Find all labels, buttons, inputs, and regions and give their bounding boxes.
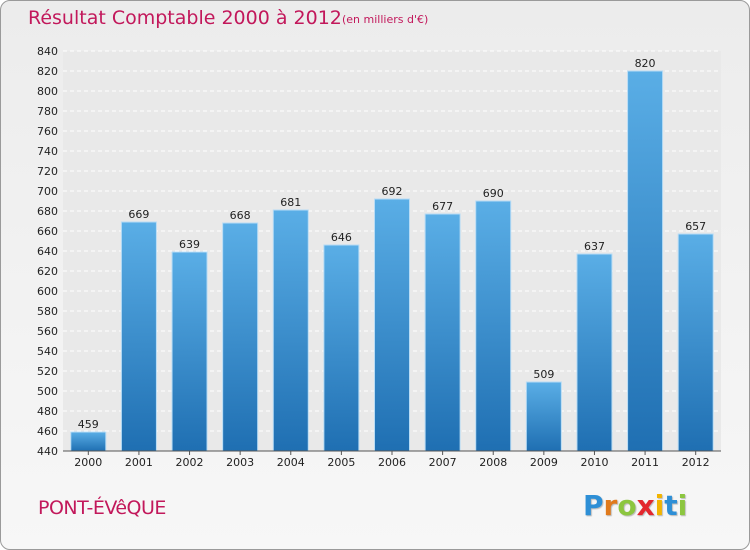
bar-2012 xyxy=(677,233,714,452)
logo-letter: x xyxy=(636,489,655,522)
y-tick-label: 620 xyxy=(37,265,58,278)
x-tick-label: 2000 xyxy=(74,456,102,469)
x-tick-label: 2010 xyxy=(580,456,608,469)
x-tick-label: 2001 xyxy=(125,456,153,469)
y-tick-label: 640 xyxy=(37,245,58,258)
y-tick-label: 720 xyxy=(37,165,58,178)
bar-2003 xyxy=(222,222,259,452)
bar-2001 xyxy=(120,221,157,452)
data-label-2011: 820 xyxy=(635,57,656,70)
bar-2006 xyxy=(374,198,410,452)
x-tick-label: 2011 xyxy=(631,456,659,469)
x-tick-label: 2012 xyxy=(682,456,710,469)
bar-2008 xyxy=(475,200,512,452)
data-label-2001: 669 xyxy=(128,208,149,221)
bar-2007 xyxy=(424,213,461,452)
data-label-2012: 657 xyxy=(685,220,706,233)
data-label-2003: 668 xyxy=(230,209,251,222)
y-tick-label: 440 xyxy=(37,445,58,458)
data-label-2007: 677 xyxy=(432,200,453,213)
y-tick-label: 500 xyxy=(37,385,58,398)
y-tick-label: 520 xyxy=(37,365,58,378)
bar-2009 xyxy=(525,381,562,452)
y-tick-label: 760 xyxy=(37,125,58,138)
data-label-2005: 646 xyxy=(331,231,352,244)
bar-2002 xyxy=(171,251,208,452)
y-tick-label: 840 xyxy=(37,45,58,58)
logo-letter: t xyxy=(664,489,678,522)
y-tick-label: 680 xyxy=(37,205,58,218)
y-tick-label: 700 xyxy=(37,185,58,198)
x-tick-label: 2009 xyxy=(530,456,558,469)
x-tick-label: 2006 xyxy=(378,456,406,469)
proxiti-logo: Proxiti xyxy=(583,489,687,522)
y-tick-label: 480 xyxy=(37,405,58,418)
x-tick-label: 2003 xyxy=(226,456,254,469)
x-tick-label: 2002 xyxy=(176,456,204,469)
y-tick-label: 820 xyxy=(37,65,58,78)
bar-2010 xyxy=(576,253,613,452)
data-label-2002: 639 xyxy=(179,238,200,251)
bar-2000 xyxy=(70,431,107,452)
data-label-2009: 509 xyxy=(533,368,554,381)
y-tick-label: 600 xyxy=(37,285,58,298)
y-tick-label: 560 xyxy=(37,325,58,338)
bar-2011 xyxy=(627,70,664,452)
x-tick-label: 2007 xyxy=(429,456,457,469)
y-tick-label: 540 xyxy=(37,345,58,358)
y-tick-label: 780 xyxy=(37,105,58,118)
y-tick-label: 800 xyxy=(37,85,58,98)
y-tick-label: 460 xyxy=(37,425,58,438)
chart-title: Résultat Comptable 2000 à 2012 xyxy=(28,7,342,29)
data-label-2004: 681 xyxy=(280,196,301,209)
y-tick-label: 740 xyxy=(37,145,58,158)
data-label-2006: 692 xyxy=(382,185,403,198)
data-label-2008: 690 xyxy=(483,187,504,200)
logo-letter: P xyxy=(583,489,604,522)
x-tick-label: 2008 xyxy=(479,456,507,469)
logo-letter: i xyxy=(677,489,688,522)
logo-letter: i xyxy=(654,489,665,522)
bar-2005 xyxy=(323,244,360,452)
x-tick-label: 2005 xyxy=(327,456,355,469)
data-label-2010: 637 xyxy=(584,240,605,253)
logo-letter: o xyxy=(617,489,637,522)
y-tick-label: 660 xyxy=(37,225,58,238)
y-tick-label: 580 xyxy=(37,305,58,318)
chart-subtitle: (en milliers d'€) xyxy=(342,13,429,26)
place-name: PONT-ÉVêQUE xyxy=(38,497,166,519)
data-label-2000: 459 xyxy=(78,418,99,431)
logo-letter: r xyxy=(603,489,618,522)
bar-2004 xyxy=(272,209,309,452)
x-tick-label: 2004 xyxy=(277,456,305,469)
